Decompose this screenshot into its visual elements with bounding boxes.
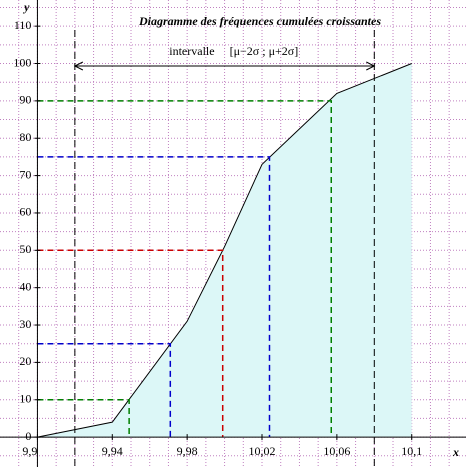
- chart-title: Diagramme des fréquences cumulées croiss…: [138, 14, 381, 28]
- y-tick-label: 80: [19, 130, 31, 144]
- guide-line: [37, 156, 271, 438]
- y-tick-label: 110: [14, 18, 32, 32]
- arrow-head: [73, 61, 84, 71]
- y-tick-label: 90: [19, 93, 31, 107]
- cumulative-line: [37, 63, 412, 438]
- y-tick-label: 40: [19, 279, 31, 293]
- y-tick-label: 10: [19, 392, 31, 406]
- guide-line: [37, 342, 172, 438]
- interval-label: intervalle: [169, 44, 214, 58]
- y-tick-label: 0: [25, 429, 31, 443]
- y-tick-label: 60: [19, 205, 31, 219]
- x-tick-label: 9,9: [22, 444, 37, 458]
- guide-line: [37, 249, 224, 438]
- y-tick-label: 70: [19, 167, 31, 181]
- x-tick-label: 9,94: [102, 444, 123, 458]
- x-tick-label: 10,02: [249, 444, 276, 458]
- y-tick-label: 100: [13, 55, 31, 69]
- y-tick-label: 20: [19, 354, 31, 368]
- y-tick-label: 50: [19, 242, 31, 256]
- guide-line: [37, 399, 130, 438]
- arrow-head: [366, 61, 376, 71]
- area: [37, 63, 412, 438]
- x-tick-label: 10,1: [401, 444, 422, 458]
- x-axis-label: x: [452, 445, 459, 459]
- x-tick-label: 10,06: [323, 444, 350, 458]
- x-tick-label: 9,98: [177, 444, 198, 458]
- guide-line: [37, 100, 333, 438]
- y-tick-label: 30: [19, 317, 31, 331]
- y-axis-label: y: [22, 0, 30, 14]
- interval-formula: [μ−2σ ; μ+2σ]: [230, 44, 299, 58]
